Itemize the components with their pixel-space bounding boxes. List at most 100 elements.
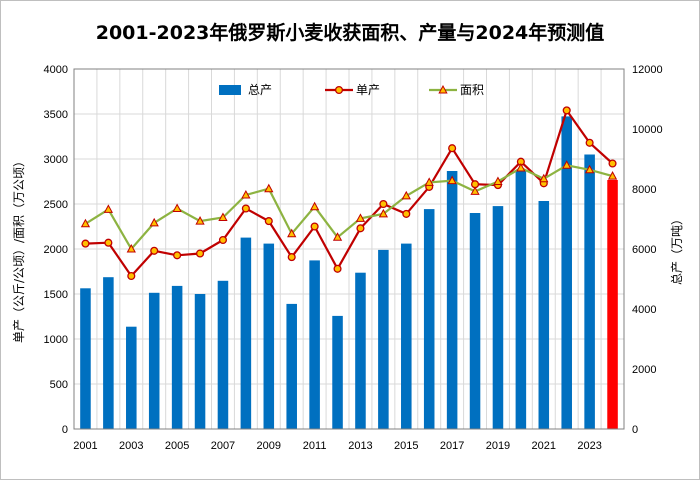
- y-left-tick-label: 4000: [44, 64, 68, 76]
- bar-2023: [584, 154, 595, 429]
- legend-marker-单产: [334, 85, 344, 95]
- legend-label-面积: 面积: [460, 83, 484, 97]
- y-left-tick-label: 3000: [44, 154, 68, 166]
- chart-title: 2001-2023年俄罗斯小麦收获面积、产量与2024年预测值: [96, 21, 605, 44]
- point-面积-2016: [424, 177, 434, 186]
- legend-label-单产: 单产: [356, 83, 380, 97]
- x-tick-label: 2005: [165, 440, 189, 452]
- point-单产-2008: [241, 204, 250, 213]
- point-单产-2002: [104, 238, 113, 247]
- point-面积-2007: [218, 212, 228, 221]
- point-单产-2013: [356, 224, 365, 233]
- point-面积-2019: [493, 176, 503, 185]
- legend-swatch-总产: [219, 85, 241, 95]
- bar-2022: [561, 116, 572, 430]
- bar-2018: [469, 213, 481, 429]
- bar-2003: [126, 326, 137, 429]
- point-单产-2012: [333, 264, 342, 273]
- y-left-tick-label: 3500: [44, 109, 68, 121]
- x-tick-label: 2015: [394, 440, 418, 452]
- point-面积-2008: [241, 189, 251, 199]
- point-面积-2015: [401, 190, 411, 200]
- point-面积-2010: [287, 228, 297, 238]
- point-面积-2009: [264, 183, 274, 193]
- point-单产-2017: [448, 144, 457, 153]
- bar-2017: [446, 171, 458, 429]
- bar-layer: [80, 116, 618, 430]
- bar-2006: [194, 294, 206, 429]
- point-面积-2002: [103, 204, 114, 213]
- point-单产-2009: [264, 217, 273, 226]
- x-tick-label: 2009: [257, 440, 281, 452]
- point-面积-2023: [584, 164, 595, 174]
- point-面积-2022: [562, 160, 572, 169]
- y-right-tick-label: 0: [632, 424, 638, 436]
- bar-2010: [286, 303, 297, 429]
- point-面积-2001: [80, 218, 91, 228]
- point-单产-2014: [379, 199, 388, 209]
- bar-2021: [538, 201, 550, 429]
- y-right-tick-label: 8000: [632, 184, 656, 196]
- bar-2019: [492, 206, 504, 429]
- y-left-tick-label: 2500: [44, 199, 68, 211]
- point-面积-2013: [355, 213, 366, 222]
- point-面积-2017: [447, 175, 457, 185]
- y-left-tick-label: 1000: [44, 334, 68, 346]
- bar-2015: [401, 243, 412, 429]
- point-面积-2006: [195, 216, 205, 225]
- point-单产-2006: [195, 249, 205, 258]
- bar-2013: [355, 272, 366, 429]
- bar-2008: [240, 237, 252, 429]
- legend-marker-面积: [438, 84, 448, 94]
- point-单产-2001: [81, 239, 90, 248]
- bar-2012: [332, 315, 343, 429]
- x-tick-label: 2019: [486, 440, 510, 452]
- bar-2011: [309, 260, 320, 429]
- point-面积-2014: [378, 208, 389, 218]
- legend: 总产 单产 面积: [219, 83, 484, 97]
- y-axis-left-title: 单产（公斤/公顷）/面积（万公顷）: [12, 155, 26, 343]
- y-left-tick-label: 2000: [44, 244, 68, 256]
- y-right-tick-label: 2000: [632, 364, 656, 376]
- point-面积-2021: [539, 173, 549, 183]
- point-单产-2024: [608, 159, 617, 168]
- y-axis-right-title: 总产（万吨）: [670, 213, 684, 285]
- point-面积-2024: [607, 171, 618, 180]
- point-单产-2003: [127, 271, 136, 281]
- bar-2014: [378, 249, 389, 429]
- point-面积-2005: [172, 203, 182, 212]
- x-tick-label: 2023: [577, 440, 601, 452]
- point-单产-2005: [173, 251, 182, 260]
- bar-2016: [423, 209, 435, 429]
- point-面积-2003: [126, 243, 136, 253]
- point-单产-2010: [287, 253, 296, 262]
- y-right-tick-label: 10000: [632, 124, 663, 136]
- bar-2004: [148, 292, 160, 429]
- bar-2001: [80, 288, 91, 429]
- point-单产-2022: [562, 106, 571, 115]
- y-left-tick-label: 500: [50, 379, 68, 391]
- point-单产-2007: [218, 235, 228, 245]
- point-面积-2004: [149, 217, 159, 227]
- bar-2005: [171, 285, 183, 429]
- x-tick-label: 2007: [211, 440, 235, 452]
- point-面积-2018: [470, 186, 480, 195]
- x-tick-label: 2003: [119, 440, 143, 452]
- y-right-tick-label: 12000: [632, 64, 663, 76]
- bar-2009: [263, 243, 275, 429]
- point-单产-2004: [150, 246, 159, 255]
- bar-2024: [607, 180, 618, 429]
- point-单产-2011: [310, 222, 319, 231]
- y-right-tick-label: 6000: [632, 244, 656, 256]
- grid-layer: [73, 68, 625, 430]
- y-left-tick-label: 0: [62, 424, 68, 436]
- point-面积-2012: [332, 232, 343, 241]
- x-tick-label: 2011: [303, 440, 327, 452]
- y-left-tick-label: 1500: [44, 289, 68, 301]
- axis-layer: 0 500 1000 1500 2000 2500 3000 3500 4000 0 2000 400…: [44, 64, 663, 452]
- point-面积-2020: [516, 162, 526, 172]
- x-tick-label: 2017: [440, 440, 464, 452]
- bar-2007: [217, 280, 229, 429]
